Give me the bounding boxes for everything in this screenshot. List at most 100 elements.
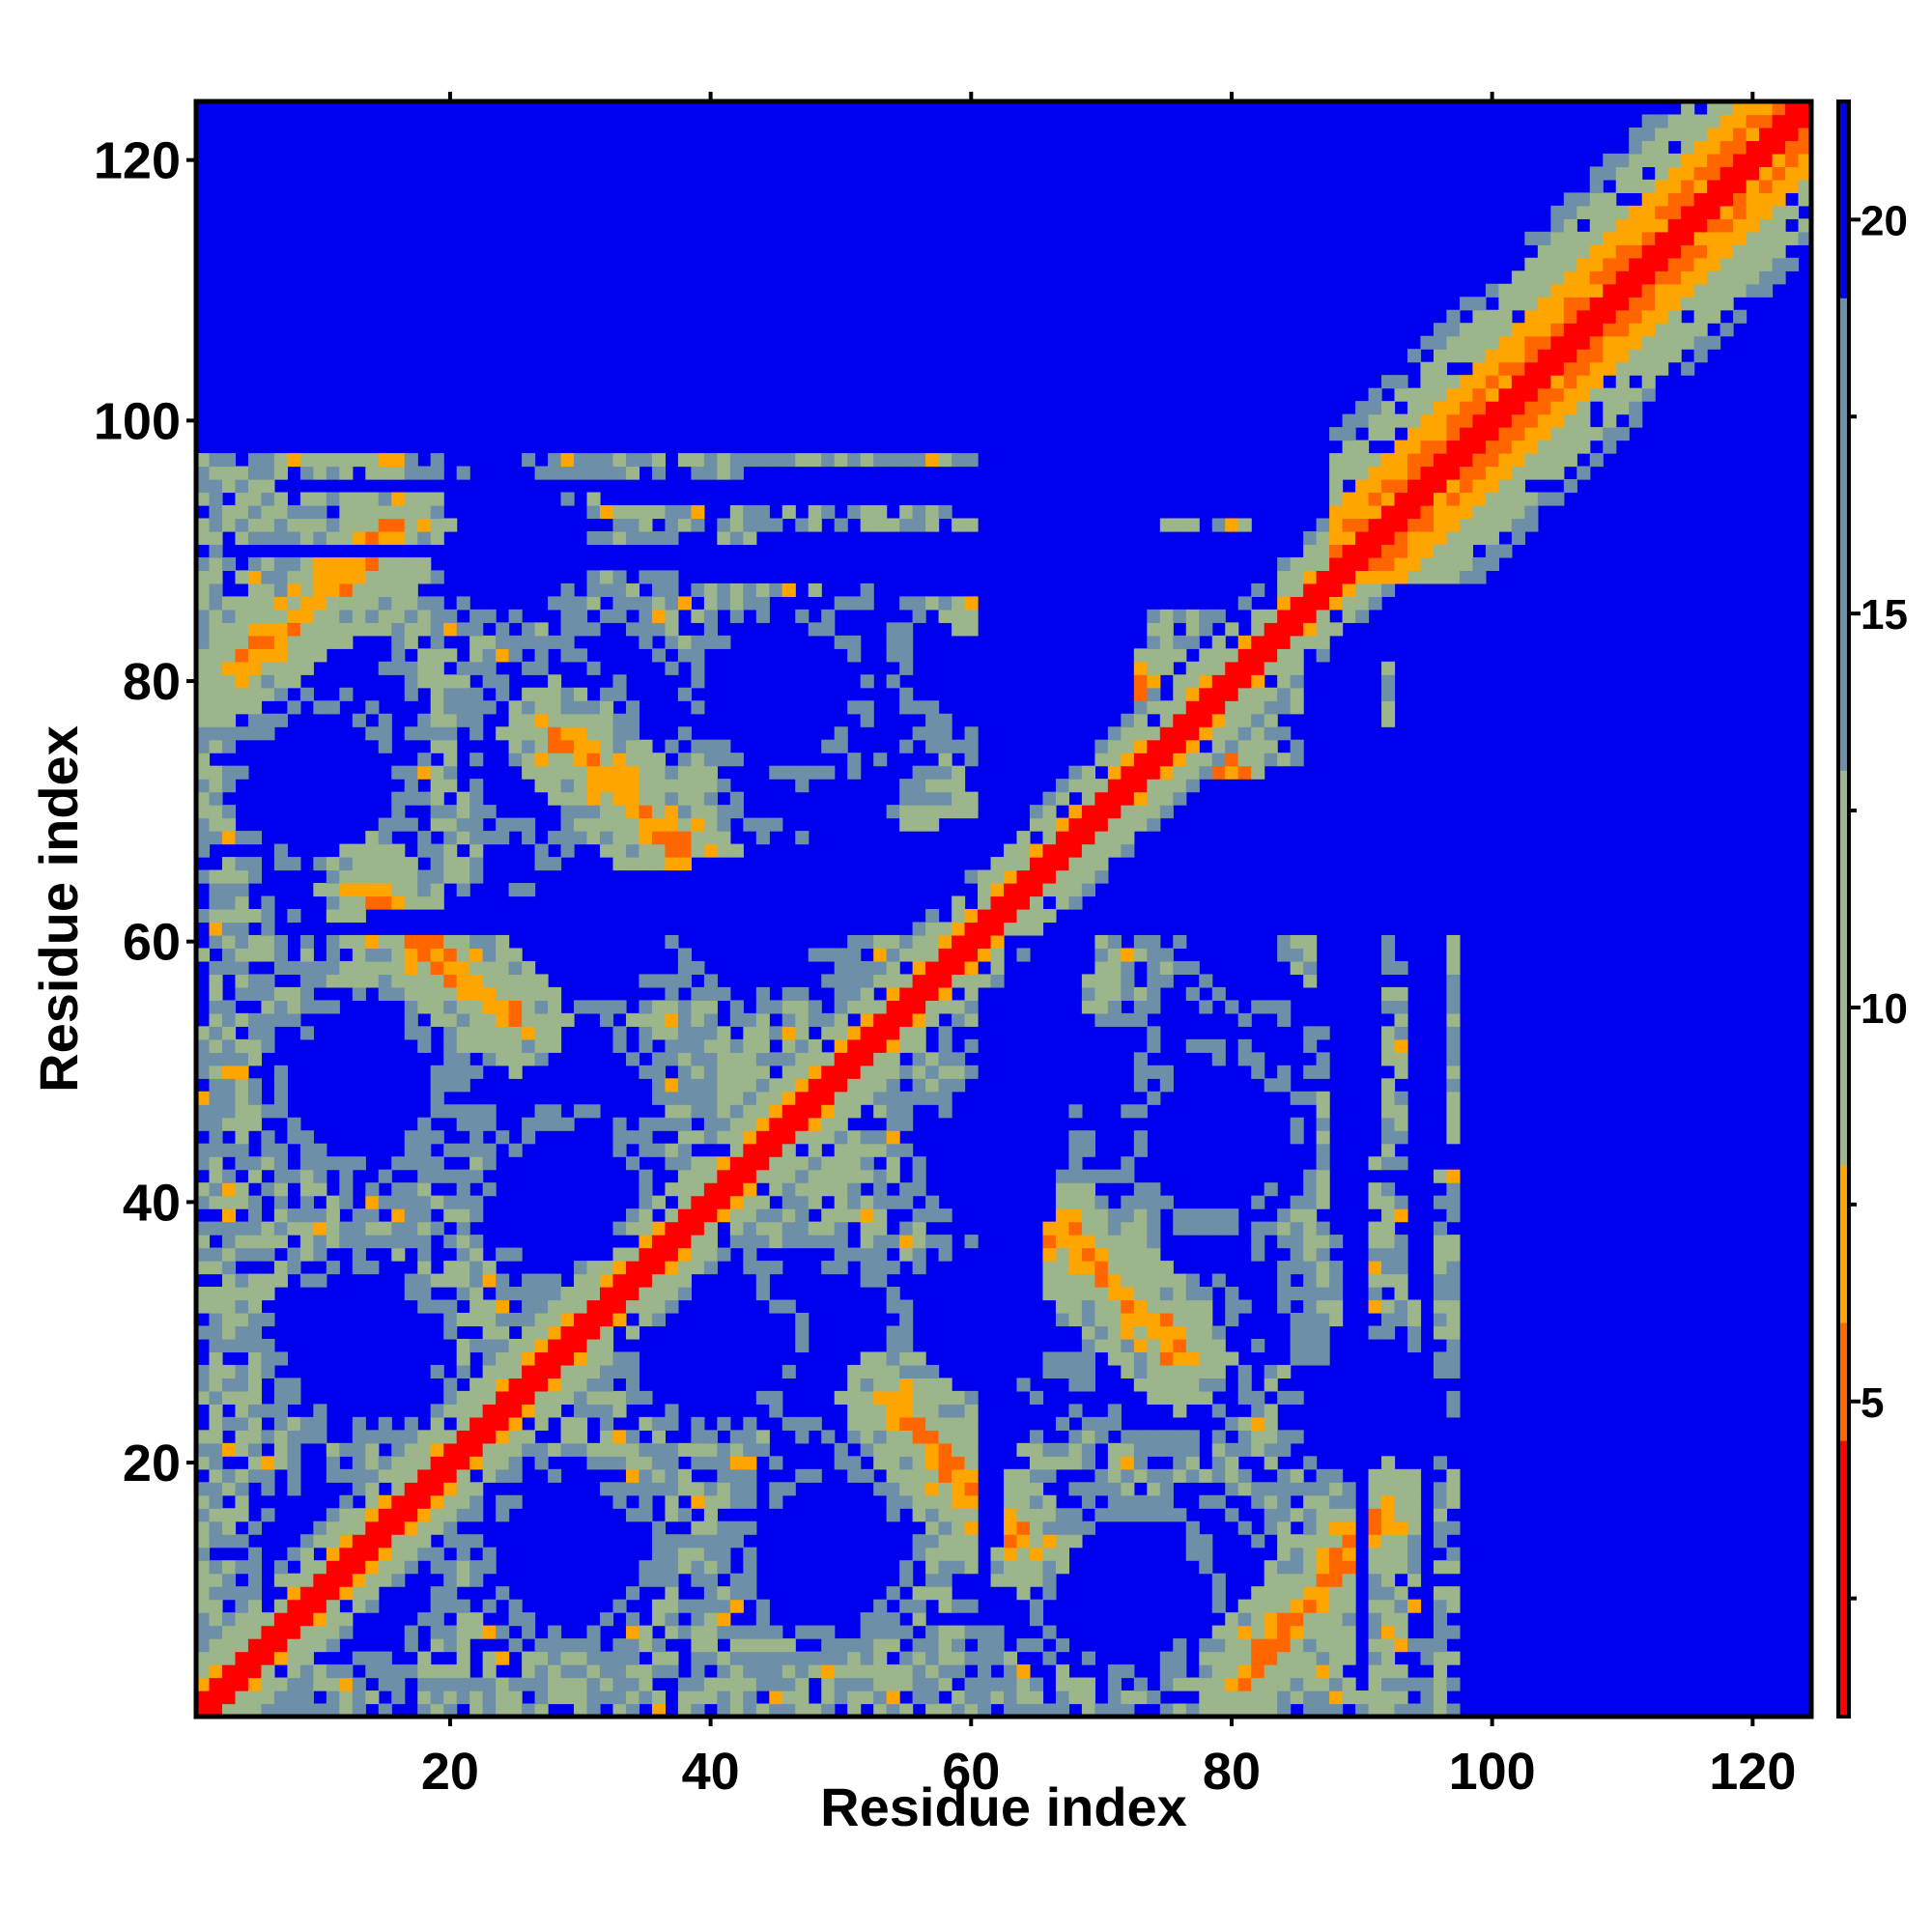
heatmap-cell [247,1273,263,1288]
heatmap-cell [548,765,562,780]
heatmap-cell [1055,1703,1070,1718]
heatmap-cell [769,1703,783,1718]
heatmap-cell [703,1117,718,1131]
heatmap-cell [469,1494,484,1509]
heatmap-cell [834,986,848,1001]
heatmap-cell [1316,1104,1330,1119]
heatmap-cell [1381,1195,1396,1209]
heatmap-cell [899,687,914,701]
heatmap-cell [677,1442,692,1457]
heatmap-cell [1290,753,1304,767]
heatmap-cell [665,817,679,832]
heatmap-cell [665,570,679,584]
heatmap-cell [1094,1261,1109,1275]
heatmap-cell [1381,413,1396,428]
heatmap-cell [326,1690,340,1705]
heatmap-cell [925,1508,940,1522]
heatmap-cell [1589,270,1604,285]
heatmap-cell [691,1534,705,1548]
heatmap-cell [1133,1000,1148,1014]
heatmap-cell [964,791,979,806]
heatmap-cell [1524,440,1539,454]
heatmap-cell [1381,687,1396,701]
heatmap-cell [1420,401,1435,415]
heatmap-cell [221,779,237,793]
heatmap-cell [1524,466,1539,480]
heatmap-cell [1185,1299,1200,1314]
heatmap-cell [574,726,588,741]
heatmap-cell [1316,1573,1330,1587]
heatmap-cell [938,713,952,727]
heatmap-cell [209,934,223,950]
heatmap-cell [1237,674,1252,689]
heatmap-cell [287,635,301,649]
heatmap-cell [964,726,979,741]
heatmap-cell [717,1026,731,1040]
heatmap-cell [1199,1651,1213,1665]
heatmap-cell [365,505,380,520]
heatmap-cell [430,648,444,663]
heatmap-cell [534,1287,549,1301]
heatmap-cell [1629,335,1643,350]
heatmap-cell [235,479,249,494]
heatmap-cell [299,1547,314,1561]
heatmap-cell [496,1456,510,1470]
heatmap-cell [781,1052,796,1066]
heatmap-cell [821,1065,836,1079]
heatmap-cell [1211,687,1226,701]
heatmap-cell [1159,622,1174,637]
heatmap-cell [1147,1261,1161,1275]
heatmap-cell [313,1573,327,1587]
heatmap-cell [1394,1091,1408,1105]
heatmap-cell [821,974,836,988]
heatmap-cell [548,1468,562,1483]
heatmap-cell [1094,1468,1109,1483]
heatmap-cell [365,869,380,884]
heatmap-cell [912,1404,926,1418]
heatmap-cell [391,843,406,858]
heatmap-cell [1147,1182,1161,1197]
heatmap-cell [1394,1560,1408,1575]
heatmap-cell [847,1052,862,1066]
heatmap-cell [1264,1494,1278,1509]
heatmap-cell [677,505,692,520]
heatmap-cell [1394,1156,1408,1171]
heatmap-cell [899,1338,914,1353]
heatmap-cell [247,492,263,506]
heatmap-cell [938,505,952,520]
heatmap-cell [1563,427,1577,441]
heatmap-cell [1055,843,1070,858]
heatmap-cell [1173,700,1187,715]
heatmap-cell [703,753,718,767]
heatmap-cell [1433,1221,1448,1236]
heatmap-cell [912,1038,926,1053]
heatmap-cell [1407,466,1422,480]
heatmap-cell [1094,974,1109,988]
heatmap-cell [1004,1520,1018,1535]
heatmap-cell [1511,361,1525,376]
heatmap-cell [1394,1026,1408,1040]
heatmap-cell [1603,244,1617,259]
heatmap-cell [534,1052,549,1066]
heatmap-cell [755,1664,770,1679]
heatmap-cell [925,948,940,962]
heatmap-cell [1537,440,1551,454]
heatmap-cell [404,466,418,480]
heatmap-cell [755,1221,770,1236]
heatmap-cell [1589,283,1604,298]
heatmap-cell [912,1364,926,1379]
heatmap-cell [261,1703,275,1718]
heatmap-cell [1068,765,1083,780]
heatmap-cell [456,1012,470,1027]
heatmap-cell [1524,401,1539,415]
heatmap-cell [1368,1560,1382,1575]
heatmap-cell [1433,570,1448,584]
heatmap-cell [1042,1547,1057,1561]
heatmap-cell [990,857,1005,871]
heatmap-cell [417,556,432,572]
heatmap-cell [1420,335,1435,350]
heatmap-cell [781,1677,796,1691]
heatmap-cell [456,1560,470,1575]
heatmap-cell [548,1638,562,1653]
